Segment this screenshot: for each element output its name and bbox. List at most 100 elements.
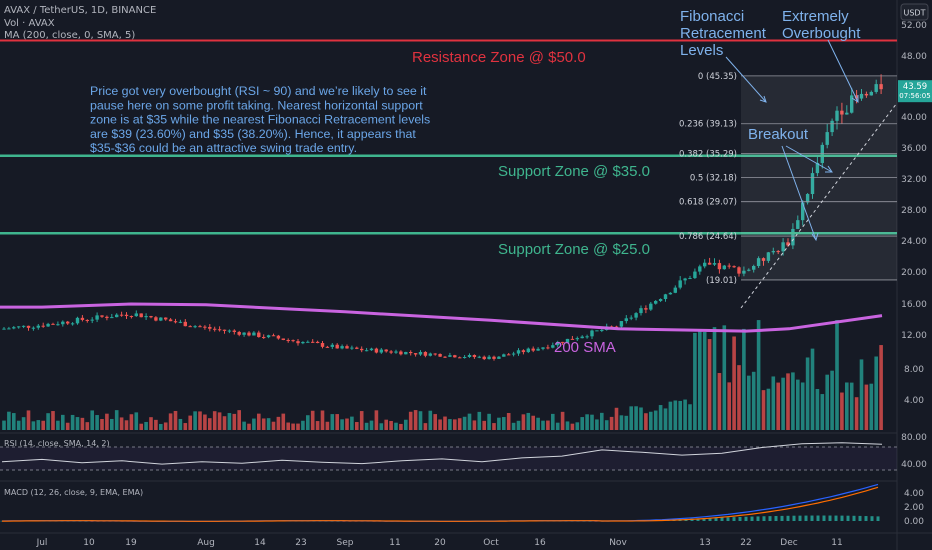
candle-body: [36, 325, 40, 328]
fib-level-label: 0.618 (29.07): [679, 198, 737, 208]
candle-body: [541, 347, 545, 349]
macd-hist-bar: [714, 517, 718, 521]
macd-hist-bar: [750, 516, 754, 521]
volume-bar: [286, 422, 290, 430]
volume-bar: [462, 416, 467, 430]
candle-body: [683, 278, 687, 281]
volume-bar: [639, 407, 643, 430]
support-label-35: Support Zone @ $35.0: [498, 163, 650, 180]
volume-bar: [835, 320, 839, 430]
candle-body: [864, 93, 869, 96]
macd-hist-bar: [702, 518, 706, 521]
time-axis[interactable]: Jul 10 19 Aug 14 23 Sep 11 20 Oct 16 Nov 13 22 Dec 11: [36, 538, 843, 548]
candle-body: [560, 341, 565, 343]
volume-bar: [668, 401, 673, 430]
candle-body: [119, 314, 124, 316]
volume-bar: [761, 390, 766, 430]
note-line-1: Price got very overbought (RSI ~ 90) and…: [90, 84, 427, 98]
volume-bar: [658, 405, 663, 430]
candle-body: [712, 263, 717, 265]
candle-body: [281, 338, 285, 340]
volume-bar: [95, 415, 99, 430]
macd-hist-bar: [864, 516, 868, 521]
candle-body: [752, 266, 756, 270]
candle-body: [678, 280, 682, 288]
macd-hist-bar: [810, 515, 814, 521]
volume-bar: [796, 379, 800, 430]
volume-bar: [487, 413, 491, 430]
volume-bar: [472, 420, 477, 430]
volume-bar: [399, 423, 403, 430]
fib-level-label: 0.5 (32.18): [690, 174, 737, 184]
currency-label: USDT: [904, 9, 926, 18]
candle-body: [178, 321, 183, 323]
volume-bar: [75, 417, 80, 430]
candle-body: [75, 317, 80, 324]
candle-body: [629, 317, 633, 319]
candle-body: [409, 351, 413, 354]
macd-panel: [0, 483, 880, 522]
candle-body: [105, 316, 109, 319]
volume-bar: [56, 420, 60, 430]
candle-body: [747, 269, 751, 271]
overbought-line-1: Extremely: [782, 8, 849, 25]
candle-body: [536, 348, 540, 351]
macd-hist-bar: [798, 515, 802, 521]
candle-body: [164, 317, 168, 320]
candle-body: [183, 321, 187, 327]
price-tick: 24.00: [901, 237, 927, 247]
fib-callout-line-2: Retracement: [680, 25, 767, 42]
rsi-tick: 80.00: [901, 433, 927, 443]
fib-level-label: 0.382 (35.29): [679, 150, 737, 160]
macd-tick: 2.00: [904, 503, 924, 513]
candle-body: [742, 270, 746, 274]
volume-bar: [830, 370, 834, 430]
candle-body: [482, 356, 486, 360]
macd-tick: 0.00: [904, 517, 924, 527]
macd-hist-bar: [780, 515, 784, 521]
volume-bar: [355, 422, 359, 430]
volume-bar: [644, 413, 648, 430]
price-tick: 48.00: [901, 52, 927, 62]
candle-body: [492, 356, 496, 359]
volume-bar: [129, 414, 134, 430]
volume-bar: [448, 419, 452, 430]
volume-bar: [404, 419, 408, 430]
volume-bar: [786, 373, 790, 430]
candle-body: [134, 313, 138, 317]
volume-bar: [531, 415, 535, 430]
candle-body: [580, 336, 584, 339]
volume-bar: [707, 339, 712, 430]
macd-hist-bar: [744, 516, 748, 521]
volume-bar: [144, 421, 148, 430]
volume-bar: [722, 325, 727, 430]
candle-body: [66, 321, 70, 324]
price-axis[interactable]: 4.00 8.00 12.00 16.00 20.00 24.00 28.00 32.00 36…: [901, 21, 927, 406]
volume-bar: [12, 413, 16, 430]
candle-body: [472, 355, 477, 358]
volume-bar: [266, 418, 271, 430]
candle-body: [56, 324, 60, 326]
macd-hist-bar: [774, 516, 778, 521]
volume-bar: [859, 359, 864, 430]
last-price-badge: 43.59 07:56:05: [898, 80, 932, 103]
candle-body: [213, 328, 217, 330]
volume-bar: [502, 417, 506, 430]
volume-bar: [820, 394, 825, 430]
candle-body: [575, 338, 579, 340]
candle-body: [340, 346, 344, 349]
candle-body: [232, 330, 236, 332]
volume-bar: [242, 421, 246, 430]
volume-bar: [825, 374, 829, 430]
currency-button[interactable]: USDT: [900, 3, 929, 21]
volume-bar: [551, 413, 555, 430]
candle-body: [364, 350, 369, 352]
fibonacci-retracement: 0 (45.35) 0.236 (39.13) 0.382 (35.29) 0.5 (…: [679, 72, 897, 286]
macd-hist-bar: [732, 517, 736, 521]
volume-bar: [781, 377, 785, 430]
volume-bar: [727, 382, 731, 430]
candle-body: [389, 351, 393, 353]
macd-signal-line: [2, 486, 879, 522]
volume-bar: [649, 411, 653, 430]
